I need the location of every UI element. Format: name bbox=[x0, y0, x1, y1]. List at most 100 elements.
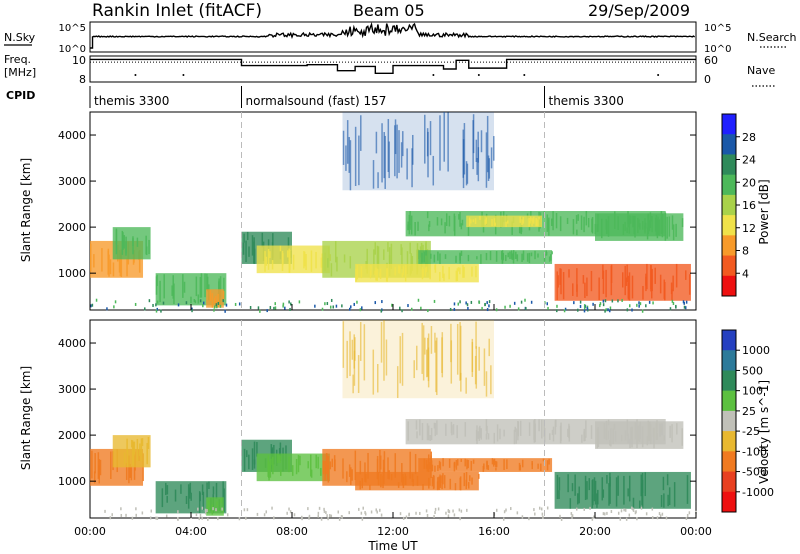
velocity-speckle-5-15 bbox=[277, 453, 279, 464]
power-speckle-7-24 bbox=[421, 267, 424, 280]
velocity-ground-7 bbox=[289, 510, 292, 514]
power-ground-59 bbox=[407, 304, 409, 308]
power-speckle-6-25 bbox=[416, 243, 419, 272]
velocity-speckle-7-16 bbox=[369, 484, 371, 490]
power-speckle-10-13 bbox=[538, 216, 540, 220]
velocity-speckle-6-31 bbox=[430, 451, 432, 464]
power-speckle-0-14 bbox=[93, 254, 95, 268]
velocity-ground-43 bbox=[326, 514, 328, 518]
velocity-speckle-8-41 bbox=[453, 462, 456, 472]
velocity-speckle-8-10 bbox=[521, 459, 524, 468]
velocity-colorbar-bin-5 bbox=[722, 431, 736, 452]
power-speckle-13-7 bbox=[424, 114, 426, 164]
power-speckle-13-50 bbox=[360, 115, 362, 151]
velocity-speckle-2-15 bbox=[187, 484, 190, 509]
power-ground-76 bbox=[484, 302, 486, 306]
power-speckle-13-10 bbox=[475, 139, 478, 162]
power-ground-12 bbox=[106, 307, 108, 311]
velocity-speckle-8-42 bbox=[429, 462, 431, 469]
power-ground-26 bbox=[215, 303, 218, 307]
power-speckle-10-24 bbox=[494, 222, 496, 226]
power-speckle-11-22 bbox=[650, 264, 652, 292]
velocity-speckle-9-77 bbox=[528, 422, 531, 436]
power-speckle-5-16 bbox=[281, 250, 284, 271]
power-speckle-7-33 bbox=[398, 265, 400, 274]
velocity-speckle-12-21 bbox=[349, 331, 351, 377]
velocity-speckle-11-28 bbox=[624, 430, 627, 441]
velocity-speckle-10-33 bbox=[673, 482, 676, 507]
power-speckle-11-3 bbox=[654, 267, 656, 284]
power-speckle-10-21 bbox=[521, 219, 523, 226]
power-speckle-11-30 bbox=[562, 272, 565, 300]
velocity-speckle-8-1 bbox=[466, 459, 468, 470]
power-ground-91 bbox=[611, 299, 614, 303]
velocity-speckle-6-13 bbox=[342, 458, 344, 479]
power-ground-14 bbox=[467, 306, 469, 310]
power-speckle-9-77 bbox=[409, 224, 411, 230]
velocity-speckle-10-38 bbox=[601, 477, 604, 501]
velocity-speckle-7-24 bbox=[402, 476, 405, 489]
velocity-colorbar-bin-7 bbox=[722, 471, 736, 493]
power-speckle-12-1 bbox=[606, 221, 608, 234]
power-ground-102 bbox=[134, 302, 137, 306]
power-ground-154 bbox=[417, 298, 420, 302]
power-ground-148 bbox=[114, 300, 117, 304]
power-speckle-12-25 bbox=[596, 224, 599, 233]
velocity-speckle-7-23 bbox=[422, 484, 424, 490]
power-ground-133 bbox=[608, 309, 611, 313]
velocity-speckle-10-11 bbox=[640, 474, 643, 497]
power-speckle-8-5 bbox=[515, 251, 517, 259]
velocity-speckle-11-18 bbox=[636, 430, 638, 449]
velocity-ground-61 bbox=[606, 511, 608, 515]
power-ground-106 bbox=[217, 301, 220, 305]
power-speckle-7-40 bbox=[448, 266, 450, 280]
power-speckle-11-43 bbox=[572, 283, 574, 296]
power-speckle-11-0 bbox=[584, 282, 586, 299]
velocity-speckle-11-25 bbox=[655, 422, 658, 440]
velocity-ground-87 bbox=[226, 513, 229, 517]
velocity-ground-78 bbox=[263, 513, 266, 517]
power-ground-23 bbox=[216, 305, 218, 309]
velocity-speckle-10-5 bbox=[569, 498, 572, 509]
velocity-speckle-12-32 bbox=[483, 348, 486, 386]
velocity-ground-1 bbox=[308, 514, 311, 518]
velocity-speckle-12-50 bbox=[399, 336, 401, 384]
power-speckle-6-32 bbox=[388, 247, 391, 276]
power-speckle-6-28 bbox=[374, 242, 377, 255]
power-speckle-9-21 bbox=[591, 218, 593, 233]
velocity-speckle-7-39 bbox=[465, 471, 468, 486]
power-ground-88 bbox=[219, 304, 222, 308]
power-speckle-9-45 bbox=[583, 216, 585, 233]
power-speckle-3-3 bbox=[214, 295, 217, 306]
power-ground-105 bbox=[155, 303, 157, 307]
power-speckle-12-10 bbox=[633, 215, 635, 235]
velocity-speckle-9-64 bbox=[486, 425, 488, 434]
power-speckle-11-21 bbox=[650, 274, 653, 299]
velocity-ground-129 bbox=[661, 512, 664, 516]
power-speckle-5-19 bbox=[264, 251, 266, 272]
mode-change-lines bbox=[241, 112, 545, 518]
power-speckle-12-3 bbox=[607, 216, 610, 237]
velocity-ground-148 bbox=[201, 516, 203, 520]
power-speckle-2-4 bbox=[155, 276, 158, 295]
velocity-speckle-9-72 bbox=[583, 428, 586, 441]
velocity-speckle-0-16 bbox=[99, 459, 102, 476]
nave-dot-3 bbox=[477, 74, 480, 76]
velocity-speckle-12-48 bbox=[475, 346, 478, 389]
power-speckle-12-7 bbox=[639, 223, 641, 230]
velocity-speckle-10-42 bbox=[623, 475, 625, 505]
velocity-colorbar-label-3: 25 bbox=[742, 405, 756, 418]
nave-tick-top: 60 bbox=[704, 54, 718, 67]
velocity-speckle-2-7 bbox=[166, 485, 169, 495]
velocity-ground-124 bbox=[245, 516, 247, 520]
power-ground-8 bbox=[326, 302, 329, 306]
power-speckle-10-15 bbox=[474, 218, 477, 224]
power-speckle-9-17 bbox=[511, 221, 513, 235]
nsky-line bbox=[90, 22, 696, 49]
freq-unit: [MHz] bbox=[4, 66, 36, 79]
velocity-ground-62 bbox=[619, 517, 622, 521]
velocity-speckle-10-18 bbox=[617, 475, 619, 496]
velocity-speckle-11-6 bbox=[605, 428, 607, 440]
power-ground-18 bbox=[349, 307, 351, 311]
velocity-speckle-10-17 bbox=[627, 488, 629, 497]
